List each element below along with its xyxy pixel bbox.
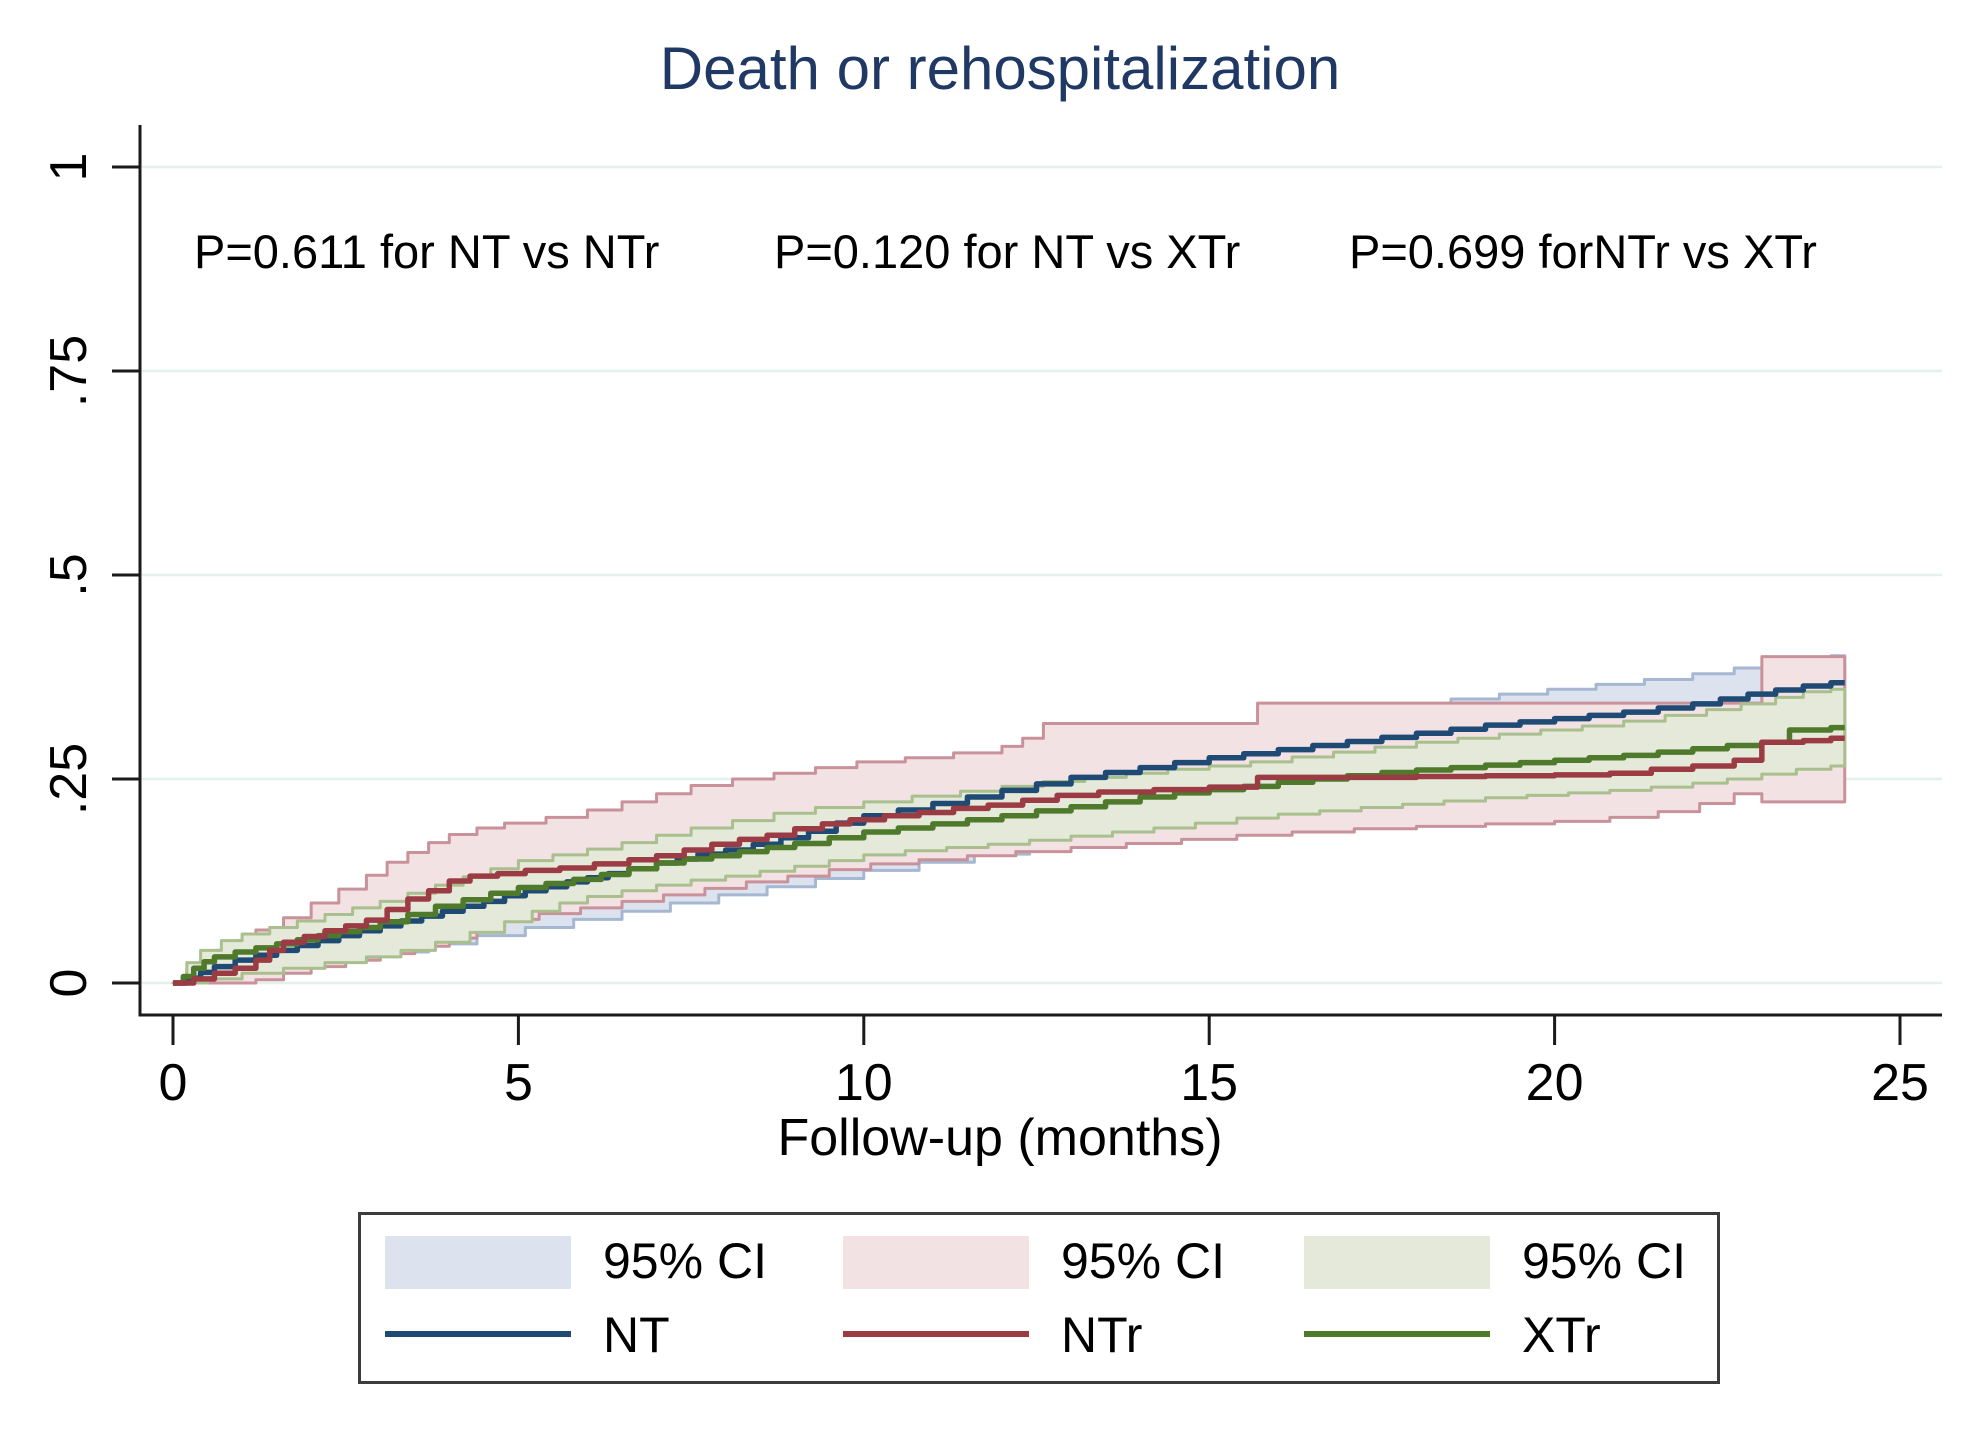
ci-bands bbox=[171, 654, 1847, 985]
svg-text:.25: .25 bbox=[40, 743, 98, 815]
ci-band-swatch-xtr bbox=[1304, 1236, 1490, 1289]
svg-text:20: 20 bbox=[1526, 1054, 1584, 1112]
ci-band-swatch-ntr bbox=[843, 1236, 1029, 1289]
series-label-xtr: XTr bbox=[1522, 1307, 1601, 1363]
p-value-ntr-vs-xtr: P=0.699 forNTr vs XTr bbox=[1349, 225, 1817, 278]
legend: 95% CI 95% CI 95% CI NT NTr XTr bbox=[358, 1212, 1720, 1384]
p-value-nt-vs-xtr: P=0.120 for NT vs XTr bbox=[774, 225, 1241, 278]
svg-text:0: 0 bbox=[40, 969, 98, 998]
ci-band-swatch-nt bbox=[385, 1236, 571, 1289]
tick-marks bbox=[112, 165, 1902, 1045]
svg-text:5: 5 bbox=[504, 1054, 533, 1112]
survival-curves bbox=[173, 679, 1845, 986]
svg-text:0: 0 bbox=[159, 1054, 188, 1112]
series-label-nt: NT bbox=[603, 1307, 670, 1363]
line-swatch-xtr bbox=[1304, 1331, 1490, 1337]
page-title: Death or rehospitalization bbox=[659, 35, 1341, 102]
line-swatch-ntr bbox=[843, 1331, 1029, 1337]
svg-text:1: 1 bbox=[40, 153, 98, 182]
svg-text:25: 25 bbox=[1871, 1054, 1929, 1112]
svg-text:10: 10 bbox=[835, 1054, 893, 1112]
svg-text:15: 15 bbox=[1180, 1054, 1238, 1112]
ci-label-nt: 95% CI bbox=[603, 1233, 767, 1289]
x-axis-label: Follow-up (months) bbox=[777, 1109, 1223, 1167]
ci-label-ntr: 95% CI bbox=[1061, 1233, 1225, 1289]
line-swatch-nt bbox=[385, 1331, 571, 1337]
axes bbox=[138, 125, 1942, 1017]
p-value-nt-vs-ntr: P=0.611 for NT vs NTr bbox=[194, 225, 660, 278]
svg-text:.5: .5 bbox=[40, 553, 98, 596]
ci-label-xtr: 95% CI bbox=[1522, 1233, 1686, 1289]
series-label-ntr: NTr bbox=[1061, 1307, 1143, 1363]
svg-text:.75: .75 bbox=[40, 335, 98, 407]
